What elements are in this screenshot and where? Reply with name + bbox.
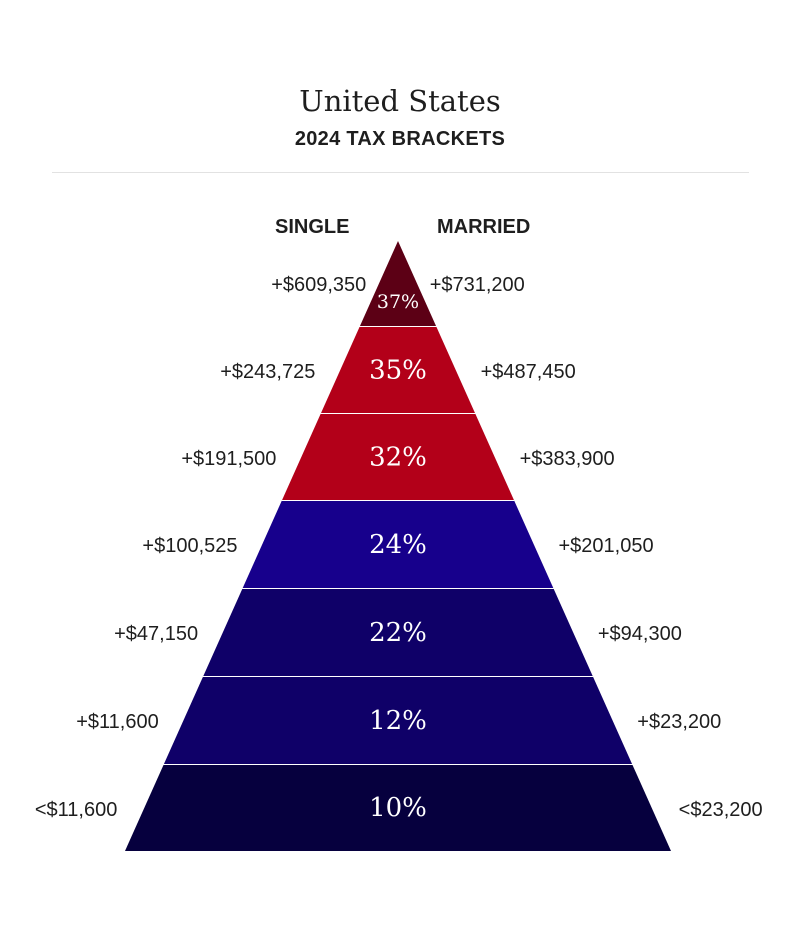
bracket-band-0 [359,241,437,327]
bracket-band-1 [320,327,476,414]
single-threshold-label: <$11,600 [35,799,118,821]
single-threshold-label: +$191,500 [181,448,276,470]
bracket-rate-label: 24% [369,530,427,560]
pyramid-layers [125,241,671,851]
bracket-band-4 [202,589,594,677]
bracket-band-3 [242,501,554,589]
married-threshold-label: +$731,200 [430,274,525,296]
bracket-rate-label: 35% [369,356,427,386]
married-threshold-label: <$23,200 [679,799,763,821]
single-column-header: SINGLE [275,216,350,238]
header-divider [52,172,749,173]
bracket-rate-label: 32% [369,443,427,473]
married-column-header: MARRIED [437,216,531,238]
single-threshold-label: +$609,350 [271,274,366,296]
single-threshold-label: +$243,725 [220,361,315,383]
married-threshold-label: +$201,050 [559,535,654,557]
page-title: United States [299,84,501,118]
bracket-band-5 [163,677,633,765]
bracket-rate-label: 22% [369,618,427,648]
married-threshold-label: +$23,200 [637,711,721,733]
bracket-band-6 [125,765,671,851]
bracket-band-2 [281,414,515,501]
single-threshold-label: +$100,525 [142,535,237,557]
married-threshold-label: +$383,900 [520,448,615,470]
single-threshold-label: +$11,600 [76,711,159,733]
pyramid-labels: 37% +$609,350 +$731,200 35% +$243,725 +$487,4… [35,274,763,823]
bracket-rate-label: 10% [369,793,427,823]
married-threshold-label: +$487,450 [481,361,576,383]
bracket-rate-label: 12% [369,706,427,736]
bracket-rate-label: 37% [377,291,419,313]
single-threshold-label: +$47,150 [114,623,198,645]
page-subtitle: 2024 TAX BRACKETS [294,128,506,150]
married-threshold-label: +$94,300 [598,623,682,645]
